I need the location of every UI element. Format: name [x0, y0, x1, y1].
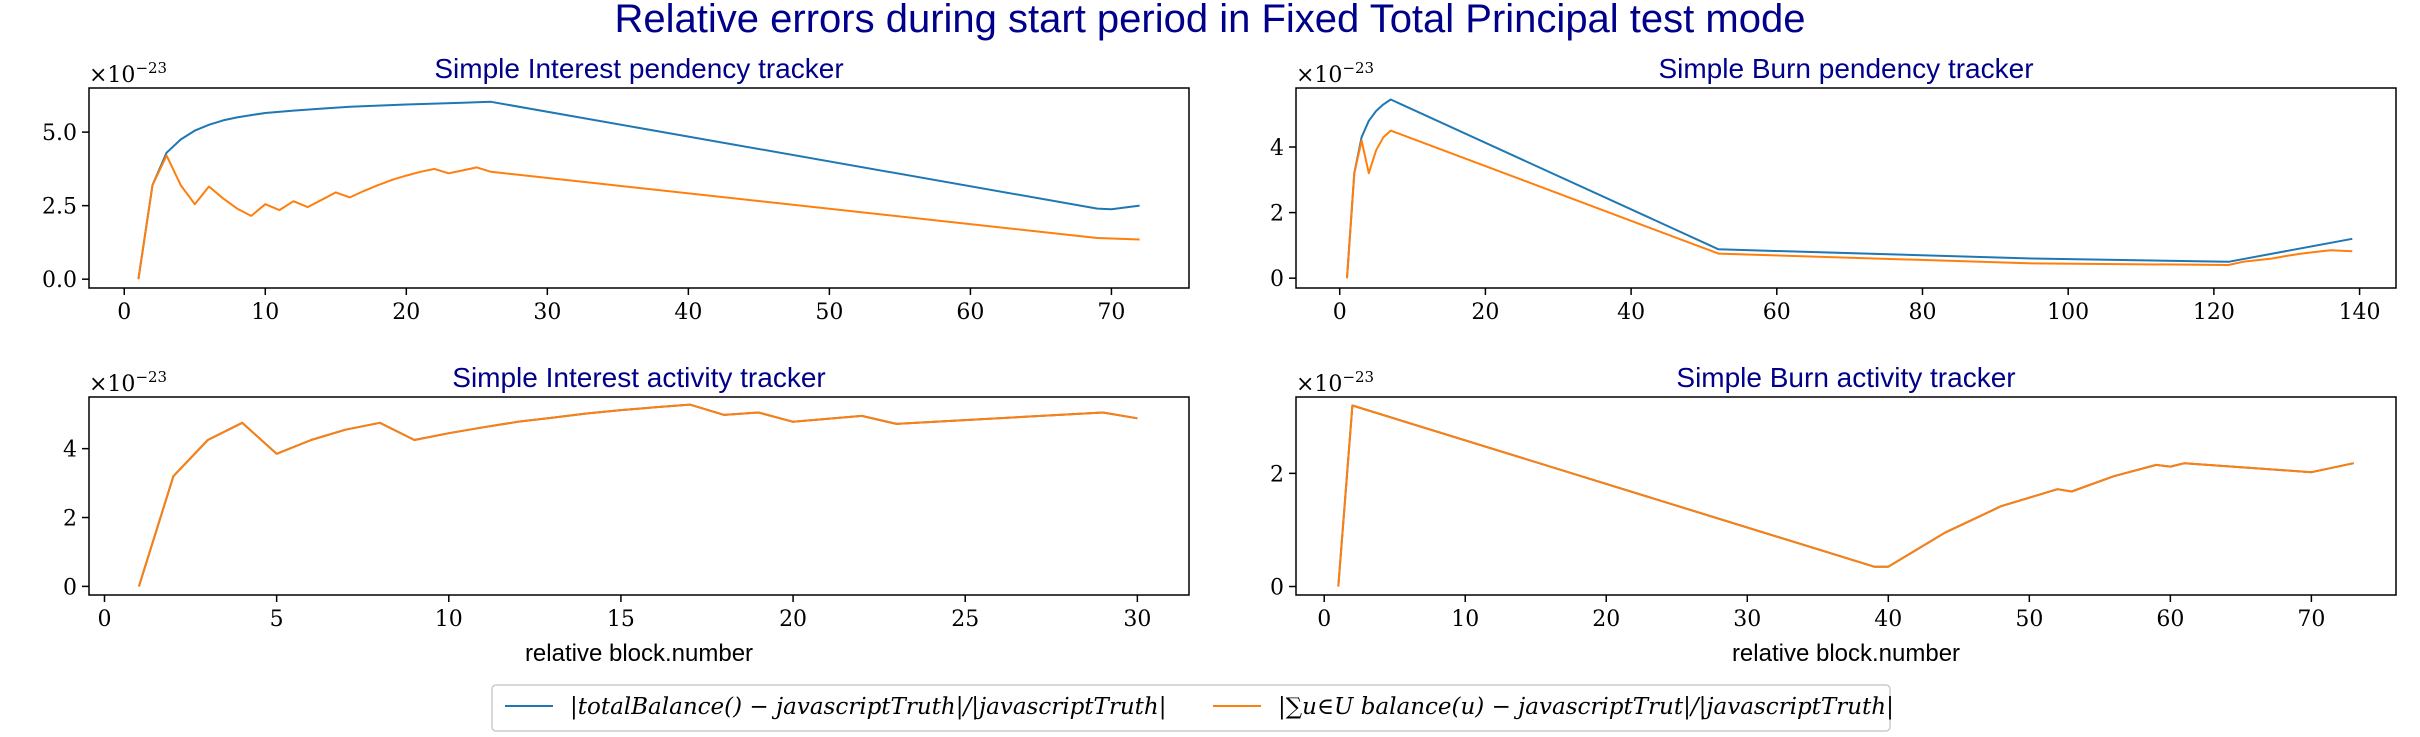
x-tick-label: 40: [1874, 607, 1902, 632]
y-tick-label: 2: [63, 507, 77, 532]
y-tick-label: 2: [1270, 462, 1284, 487]
subplot-title: Simple Interest pendency tracker: [434, 53, 843, 84]
multiplier-base: ×10: [1296, 372, 1342, 397]
series-line-2: [137, 154, 1140, 280]
multiplier-base: ×10: [1296, 63, 1342, 88]
multiplier-exponent: −23: [135, 59, 167, 77]
x-tick-label: 20: [1471, 300, 1499, 325]
x-tick-label: 70: [1097, 300, 1125, 325]
series-line-2: [1346, 129, 2353, 279]
series-line-2: [1337, 404, 2354, 587]
y-tick-label: 4: [63, 438, 77, 463]
y-multiplier-label: ×10−23: [1296, 59, 1374, 88]
y-tick-label: 2: [1270, 202, 1284, 227]
y-tick-label: 0: [1270, 267, 1284, 292]
x-tick-label: 10: [435, 607, 463, 632]
series-line-1: [137, 403, 1138, 587]
legend-label-series1: |totalBalance() − javascriptTruth|/|java…: [570, 694, 1166, 720]
x-axis-label: relative block.number: [525, 640, 753, 667]
x-tick-label: 20: [1592, 607, 1620, 632]
x-tick-label: 20: [779, 607, 807, 632]
series-line-1: [1346, 98, 2353, 279]
x-tick-label: 0: [117, 300, 131, 325]
x-tick-label: 70: [2297, 607, 2325, 632]
legend: |totalBalance() − javascriptTruth|/|java…: [491, 684, 1894, 732]
figure-title: Relative errors during start period in F…: [615, 0, 1806, 41]
x-tick-label: 100: [2047, 300, 2089, 325]
multiplier-exponent: −23: [135, 368, 167, 386]
y-tick-label: 0.0: [42, 268, 77, 293]
x-tick-label: 30: [1733, 607, 1761, 632]
x-tick-label: 60: [956, 300, 984, 325]
y-multiplier-label: ×10−23: [89, 368, 167, 397]
x-tick-label: 50: [2015, 607, 2043, 632]
y-tick-label: 0: [63, 575, 77, 600]
x-tick-label: 50: [815, 300, 843, 325]
axes-frame: [88, 87, 1190, 289]
x-tick-label: 60: [2156, 607, 2184, 632]
x-axis-label: relative block.number: [1732, 640, 1960, 667]
axes-frame: [1295, 87, 2397, 289]
multiplier-base: ×10: [89, 372, 135, 397]
x-tick-label: 30: [1123, 607, 1151, 632]
subplot-1: Simple Interest pendency tracker 0 10 20 30 4…: [42, 53, 1190, 325]
x-tick-label: 40: [674, 300, 702, 325]
series-line-1: [137, 100, 1140, 280]
x-tick-label: 20: [392, 300, 420, 325]
x-tick-label: 0: [97, 607, 111, 632]
multiplier-exponent: −23: [1342, 59, 1374, 77]
multiplier-exponent: −23: [1342, 368, 1374, 386]
x-tick-label: 25: [951, 607, 979, 632]
y-tick-label: 4: [1270, 136, 1284, 161]
x-tick-label: 60: [1763, 300, 1791, 325]
series-line-1: [1337, 404, 2354, 587]
y-multiplier-label: ×10−23: [1296, 368, 1374, 397]
subplot-title: Simple Burn activity tracker: [1676, 362, 2015, 393]
legend-label-series2: |∑u∈U balance(u) − javascriptTrut|/|java…: [1278, 694, 1894, 720]
x-tick-label: 10: [1451, 607, 1479, 632]
x-tick-label: 0: [1317, 607, 1331, 632]
x-tick-label: 120: [2193, 300, 2235, 325]
subplot-title: Simple Interest activity tracker: [452, 362, 825, 393]
y-multiplier-label: ×10−23: [89, 59, 167, 88]
multiplier-base: ×10: [89, 63, 135, 88]
y-tick-label: 5.0: [42, 121, 77, 146]
legend-frame: [491, 684, 1891, 732]
x-tick-label: 40: [1617, 300, 1645, 325]
series-line-2: [137, 403, 1138, 587]
axes-frame: [88, 396, 1190, 596]
x-tick-label: 30: [533, 300, 561, 325]
y-tick-label: 0: [1270, 576, 1284, 601]
x-tick-label: 80: [1908, 300, 1936, 325]
x-tick-label: 0: [1333, 300, 1347, 325]
y-tick-label: 2.5: [42, 195, 77, 220]
subplot-title: Simple Burn pendency tracker: [1658, 53, 2033, 84]
x-tick-label: 5: [270, 607, 284, 632]
x-tick-label: 15: [607, 607, 635, 632]
x-tick-label: 140: [2339, 300, 2381, 325]
axes-frame: [1295, 396, 2397, 596]
x-tick-label: 10: [251, 300, 279, 325]
